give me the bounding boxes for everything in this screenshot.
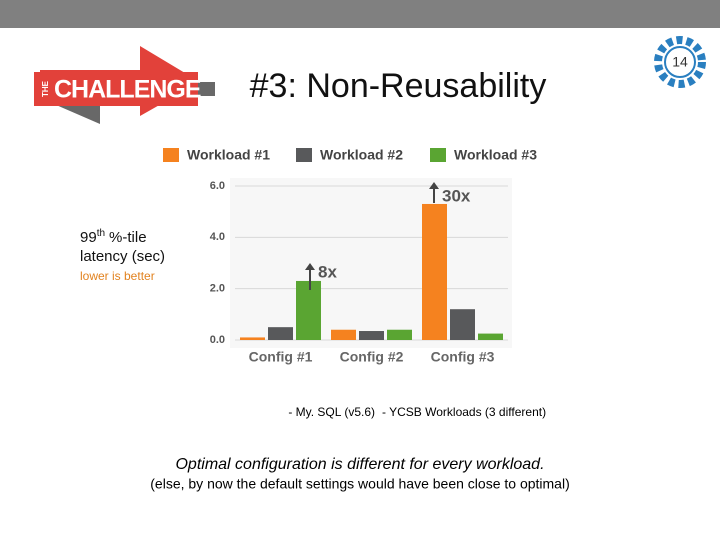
y-tick-label: 0.0 [210, 334, 225, 346]
x-tick-label: Config #3 [431, 349, 495, 365]
bar [422, 203, 447, 340]
annotation: 8x [318, 262, 337, 281]
y-label-part: %-tile [109, 229, 147, 246]
annotation: 30x [442, 186, 471, 205]
bar [450, 309, 475, 340]
x-tick-label: Config #1 [249, 349, 313, 365]
bar [268, 327, 293, 340]
logo: THE CHALLENGE [34, 46, 215, 124]
annotation-arrowhead [429, 182, 439, 189]
bar [387, 329, 412, 340]
y-tick-label: 4.0 [210, 231, 225, 243]
annotation-arrowhead [305, 263, 315, 270]
bar [296, 280, 321, 340]
legend-label: Workload #3 [454, 147, 537, 163]
note: - YCSB Workloads (3 different) [382, 405, 546, 419]
conclusion: Optimal configuration is different for e… [175, 456, 544, 473]
y-tick-label: 2.0 [210, 283, 225, 295]
bar [359, 331, 384, 340]
page-badge: 14 [654, 36, 706, 88]
top-bar [0, 0, 720, 28]
bar [478, 333, 503, 340]
legend-label: Workload #2 [320, 147, 403, 163]
bar [240, 337, 265, 340]
x-tick-label: Config #2 [340, 349, 404, 365]
y-tick-label: 6.0 [210, 180, 225, 192]
chart-subtitle: lower is better [80, 269, 155, 283]
note: - My. SQL (v5.6) [288, 405, 375, 419]
y-axis-label: 99th %-tile latency (sec) [80, 228, 165, 265]
aside: (else, by now the default settings would… [150, 476, 569, 492]
legend-swatch [296, 148, 312, 162]
legend-swatch [163, 148, 179, 162]
y-label-part: th [97, 228, 105, 239]
slide-title: #3: Non-Reusability [250, 67, 547, 105]
logo-the: THE [41, 80, 50, 97]
logo-text: CHALLENGE [54, 76, 201, 104]
legend-swatch [430, 148, 446, 162]
legend-label: Workload #1 [187, 147, 270, 163]
slide-number: 14 [672, 54, 688, 70]
y-label-part: 99 [80, 229, 97, 246]
bar [331, 329, 356, 340]
y-label-part: latency (sec) [80, 248, 165, 265]
